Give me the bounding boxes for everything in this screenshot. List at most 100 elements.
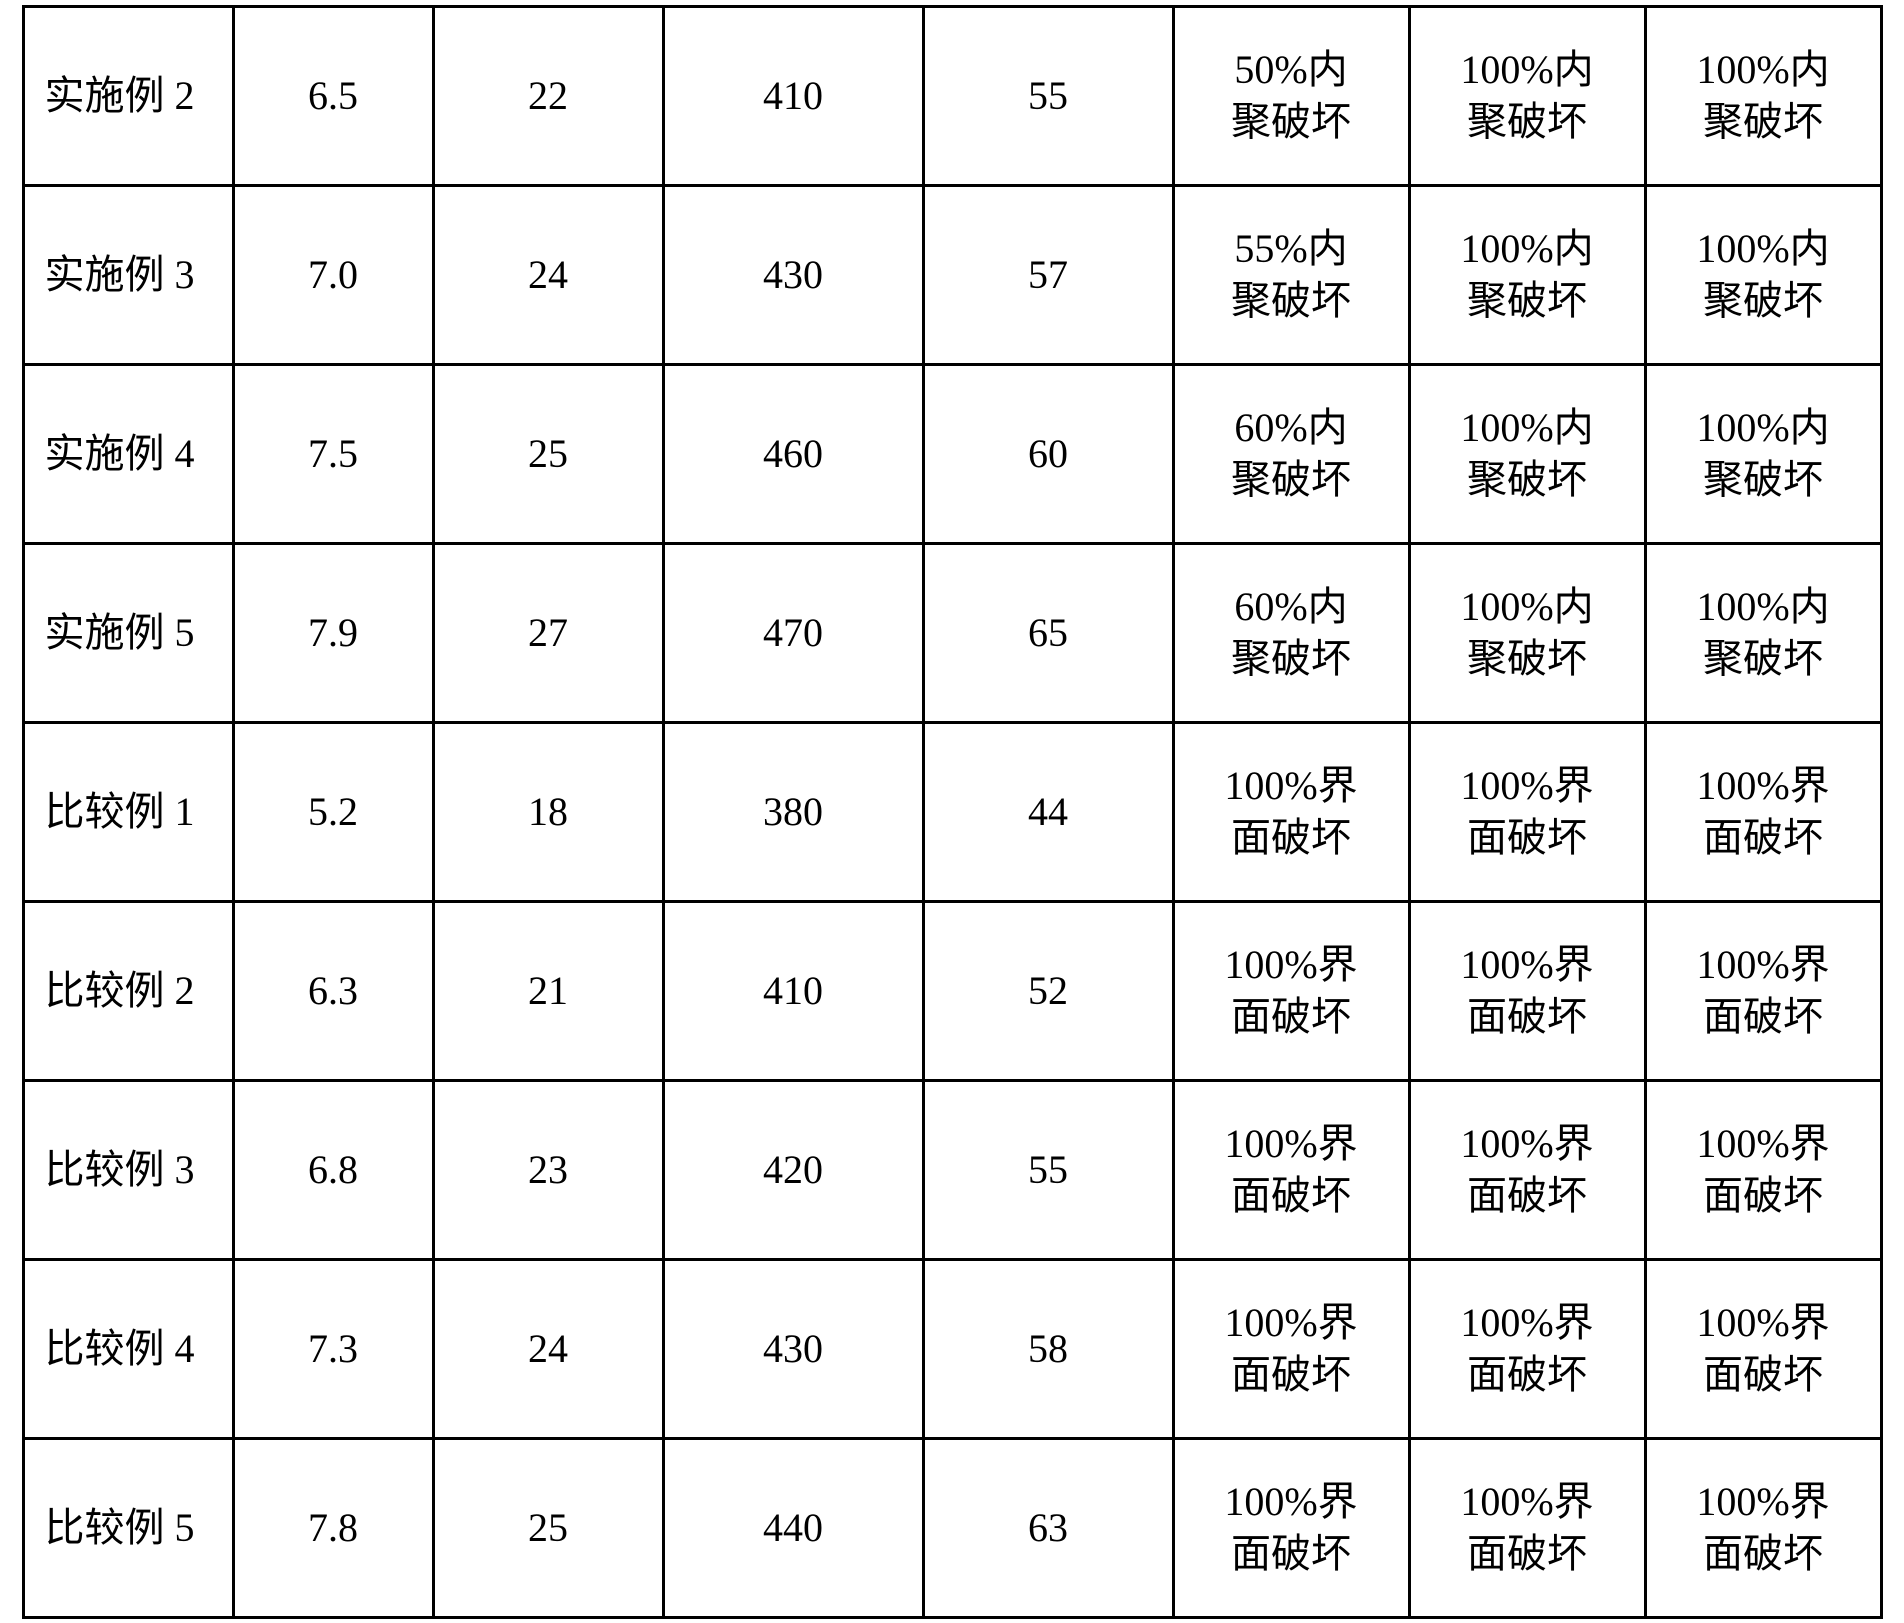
cell-line: 100%界 — [1653, 1476, 1874, 1528]
cell-line: 面破坏 — [1181, 991, 1402, 1043]
cell: 100%内聚破坏 — [1645, 185, 1881, 364]
cell: 420 — [663, 1080, 923, 1259]
table-row: 实施例 5 7.9 27 470 65 60%内聚破坏 100%内聚破坏 100… — [23, 543, 1881, 722]
cell-line: 100%界 — [1653, 760, 1874, 812]
cell-line: 聚破坏 — [1181, 96, 1402, 148]
cell-line: 60%内 — [1181, 581, 1402, 633]
cell-line: 面破坏 — [1181, 1170, 1402, 1222]
cell: 55 — [923, 6, 1173, 185]
cell: 100%界面破坏 — [1645, 722, 1881, 901]
cell-line: 聚破坏 — [1653, 633, 1874, 685]
cell: 7.3 — [233, 1259, 433, 1438]
row-label: 实施例 5 — [23, 543, 233, 722]
row-label: 实施例 4 — [23, 364, 233, 543]
cell: 27 — [433, 543, 663, 722]
cell: 100%界面破坏 — [1173, 1438, 1409, 1617]
cell: 100%界面破坏 — [1409, 722, 1645, 901]
cell: 25 — [433, 1438, 663, 1617]
cell: 60%内聚破坏 — [1173, 364, 1409, 543]
cell: 55%内聚破坏 — [1173, 185, 1409, 364]
cell-line: 聚破坏 — [1653, 96, 1874, 148]
cell-line: 50%内 — [1181, 44, 1402, 96]
cell: 7.0 — [233, 185, 433, 364]
cell-line: 100%界 — [1653, 1297, 1874, 1349]
cell: 44 — [923, 722, 1173, 901]
cell: 430 — [663, 185, 923, 364]
cell: 18 — [433, 722, 663, 901]
cell-line: 面破坏 — [1653, 812, 1874, 864]
cell: 100%界面破坏 — [1645, 901, 1881, 1080]
cell-line: 面破坏 — [1417, 812, 1638, 864]
cell: 100%界面破坏 — [1173, 1259, 1409, 1438]
cell-line: 面破坏 — [1417, 1528, 1638, 1580]
cell-line: 面破坏 — [1653, 1528, 1874, 1580]
cell: 21 — [433, 901, 663, 1080]
row-label: 实施例 3 — [23, 185, 233, 364]
cell: 100%内聚破坏 — [1409, 6, 1645, 185]
table-row: 比较例 5 7.8 25 440 63 100%界面破坏 100%界面破坏 10… — [23, 1438, 1881, 1617]
cell: 55 — [923, 1080, 1173, 1259]
cell-line: 100%内 — [1653, 402, 1874, 454]
cell: 24 — [433, 1259, 663, 1438]
cell-line: 100%界 — [1417, 1118, 1638, 1170]
table-row: 实施例 2 6.5 22 410 55 50%内聚破坏 100%内聚破坏 100… — [23, 6, 1881, 185]
cell-line: 60%内 — [1181, 402, 1402, 454]
cell-line: 100%内 — [1653, 223, 1874, 275]
cell: 100%内聚破坏 — [1645, 6, 1881, 185]
cell: 100%界面破坏 — [1409, 901, 1645, 1080]
cell-line: 100%界 — [1181, 939, 1402, 991]
cell: 100%内聚破坏 — [1645, 364, 1881, 543]
row-label: 比较例 4 — [23, 1259, 233, 1438]
cell: 5.2 — [233, 722, 433, 901]
table-row: 比较例 2 6.3 21 410 52 100%界面破坏 100%界面破坏 10… — [23, 901, 1881, 1080]
table-body: 实施例 2 6.5 22 410 55 50%内聚破坏 100%内聚破坏 100… — [23, 6, 1881, 1617]
cell-line: 聚破坏 — [1417, 454, 1638, 506]
table-row: 实施例 3 7.0 24 430 57 55%内聚破坏 100%内聚破坏 100… — [23, 185, 1881, 364]
cell-line: 100%界 — [1417, 1476, 1638, 1528]
cell: 460 — [663, 364, 923, 543]
cell: 52 — [923, 901, 1173, 1080]
cell-line: 聚破坏 — [1181, 633, 1402, 685]
cell-line: 聚破坏 — [1417, 96, 1638, 148]
cell: 410 — [663, 901, 923, 1080]
cell: 24 — [433, 185, 663, 364]
cell-line: 100%界 — [1417, 939, 1638, 991]
cell: 100%界面破坏 — [1645, 1259, 1881, 1438]
cell: 440 — [663, 1438, 923, 1617]
cell-line: 面破坏 — [1181, 1349, 1402, 1401]
cell-line: 面破坏 — [1417, 1349, 1638, 1401]
table-row: 比较例 1 5.2 18 380 44 100%界面破坏 100%界面破坏 10… — [23, 722, 1881, 901]
cell-line: 聚破坏 — [1653, 275, 1874, 327]
cell: 57 — [923, 185, 1173, 364]
cell: 430 — [663, 1259, 923, 1438]
cell: 410 — [663, 6, 923, 185]
cell: 100%内聚破坏 — [1409, 185, 1645, 364]
cell-line: 100%界 — [1181, 1118, 1402, 1170]
cell: 100%界面破坏 — [1645, 1438, 1881, 1617]
table-row: 实施例 4 7.5 25 460 60 60%内聚破坏 100%内聚破坏 100… — [23, 364, 1881, 543]
cell-line: 面破坏 — [1653, 1349, 1874, 1401]
cell: 60%内聚破坏 — [1173, 543, 1409, 722]
page-wrap: 实施例 2 6.5 22 410 55 50%内聚破坏 100%内聚破坏 100… — [0, 0, 1904, 1623]
cell-line: 100%内 — [1653, 44, 1874, 96]
cell: 100%界面破坏 — [1409, 1438, 1645, 1617]
cell-line: 100%内 — [1417, 402, 1638, 454]
row-label: 比较例 2 — [23, 901, 233, 1080]
cell-line: 100%内 — [1417, 44, 1638, 96]
cell-line: 聚破坏 — [1181, 454, 1402, 506]
cell-line: 100%内 — [1417, 581, 1638, 633]
cell: 6.5 — [233, 6, 433, 185]
cell-line: 100%内 — [1417, 223, 1638, 275]
cell: 65 — [923, 543, 1173, 722]
cell: 100%界面破坏 — [1409, 1080, 1645, 1259]
cell-line: 面破坏 — [1181, 812, 1402, 864]
cell: 50%内聚破坏 — [1173, 6, 1409, 185]
cell: 6.3 — [233, 901, 433, 1080]
cell-line: 面破坏 — [1653, 991, 1874, 1043]
row-label: 比较例 3 — [23, 1080, 233, 1259]
cell-line: 面破坏 — [1417, 1170, 1638, 1222]
row-label: 比较例 1 — [23, 722, 233, 901]
row-label: 实施例 2 — [23, 6, 233, 185]
cell-line: 聚破坏 — [1417, 275, 1638, 327]
row-label: 比较例 5 — [23, 1438, 233, 1617]
